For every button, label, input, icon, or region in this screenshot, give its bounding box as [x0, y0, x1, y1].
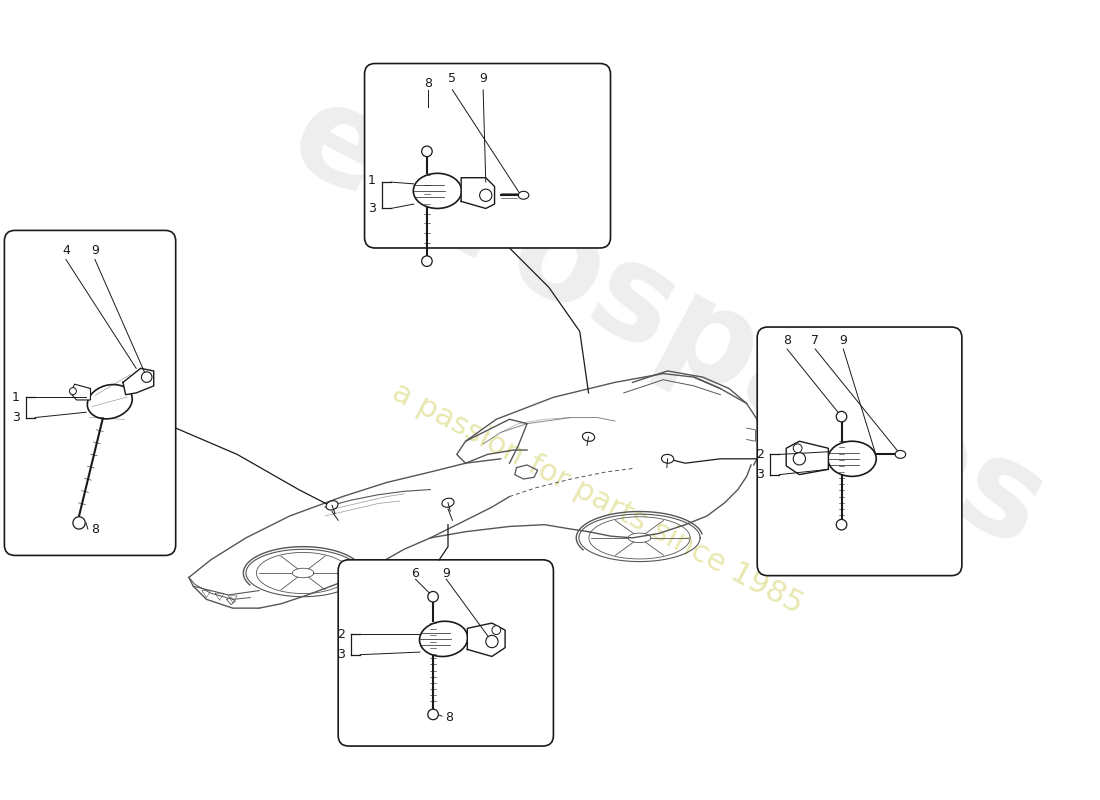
Circle shape — [486, 635, 498, 648]
Circle shape — [793, 453, 805, 465]
FancyBboxPatch shape — [4, 230, 176, 555]
Circle shape — [421, 146, 432, 157]
FancyBboxPatch shape — [364, 63, 610, 248]
Circle shape — [142, 372, 152, 382]
Ellipse shape — [582, 432, 595, 442]
Text: 9: 9 — [442, 566, 450, 579]
Polygon shape — [786, 442, 828, 474]
Circle shape — [69, 388, 76, 394]
Text: 3: 3 — [337, 648, 344, 661]
Text: 8: 8 — [783, 334, 791, 346]
Text: 9: 9 — [480, 72, 487, 85]
Polygon shape — [468, 623, 505, 657]
Circle shape — [793, 444, 802, 453]
Text: 4: 4 — [62, 244, 69, 257]
Polygon shape — [70, 384, 90, 400]
Text: 6: 6 — [411, 566, 419, 579]
Circle shape — [73, 517, 85, 529]
Text: eurospares: eurospares — [270, 70, 1066, 574]
Ellipse shape — [828, 442, 877, 476]
Circle shape — [421, 256, 432, 266]
Circle shape — [492, 626, 500, 634]
Text: 8: 8 — [424, 78, 432, 90]
Text: a passion for parts since 1985: a passion for parts since 1985 — [387, 378, 807, 619]
Text: 2: 2 — [756, 448, 763, 461]
Ellipse shape — [414, 174, 462, 209]
Text: 2: 2 — [337, 628, 344, 641]
FancyBboxPatch shape — [338, 560, 553, 746]
Text: 1: 1 — [12, 391, 20, 404]
Text: 3: 3 — [367, 202, 375, 215]
Circle shape — [428, 591, 438, 602]
Text: 9: 9 — [91, 244, 99, 257]
Text: 1: 1 — [367, 174, 375, 187]
Polygon shape — [123, 368, 154, 394]
Circle shape — [480, 189, 492, 202]
Ellipse shape — [661, 454, 673, 463]
Text: 3: 3 — [12, 411, 20, 424]
Ellipse shape — [326, 501, 338, 510]
Text: 9: 9 — [839, 334, 847, 346]
Circle shape — [428, 709, 438, 720]
Text: 3: 3 — [756, 468, 763, 481]
Polygon shape — [461, 178, 495, 209]
Circle shape — [836, 519, 847, 530]
Ellipse shape — [518, 191, 529, 199]
Text: 7: 7 — [811, 334, 819, 346]
Ellipse shape — [895, 450, 905, 458]
Ellipse shape — [419, 622, 468, 657]
Text: 8: 8 — [444, 711, 453, 725]
Text: 5: 5 — [449, 72, 456, 85]
Circle shape — [836, 411, 847, 422]
Ellipse shape — [442, 498, 454, 507]
Text: 8: 8 — [91, 522, 99, 535]
Ellipse shape — [87, 385, 132, 419]
FancyBboxPatch shape — [757, 327, 961, 576]
